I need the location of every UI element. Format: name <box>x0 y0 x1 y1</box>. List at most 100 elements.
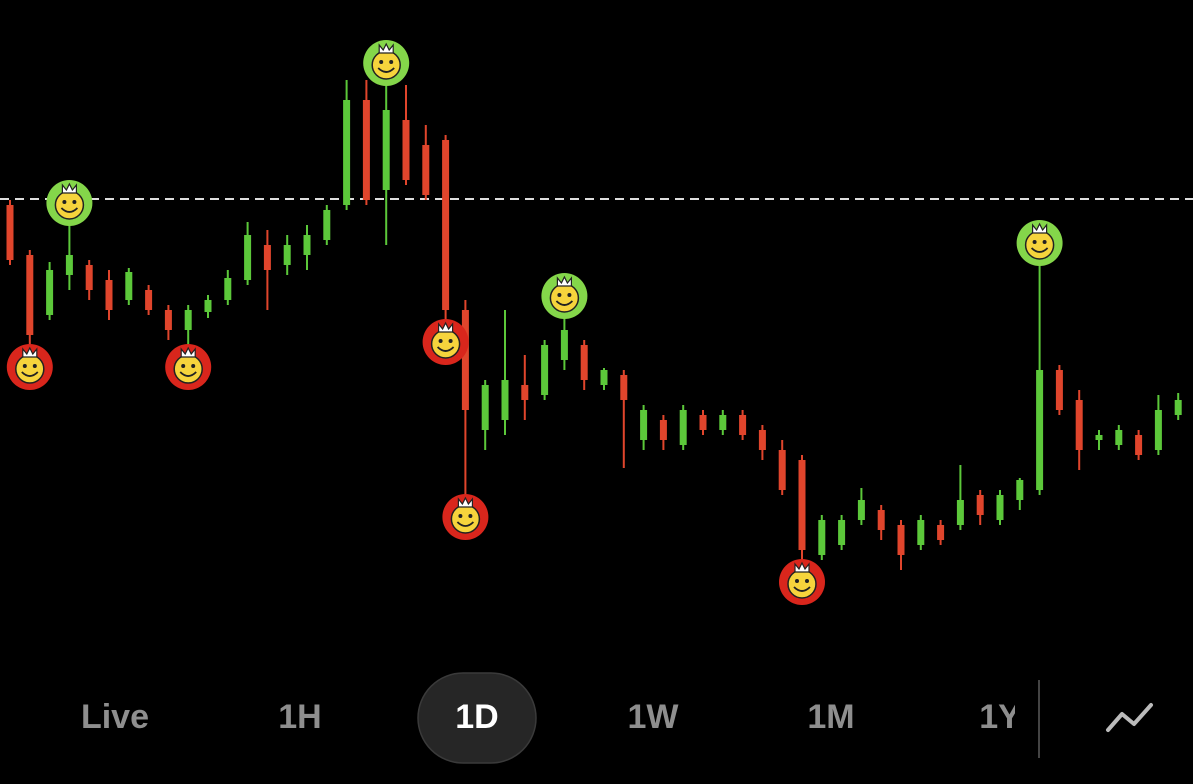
marker-crown <box>378 42 394 54</box>
marker-crown <box>180 346 196 358</box>
candle-body <box>1016 480 1024 500</box>
range-tab[interactable]: Live <box>81 698 149 736</box>
range-tab[interactable]: 1W <box>628 698 680 736</box>
range-tab[interactable]: 1M <box>807 698 854 736</box>
candle-body <box>560 330 568 360</box>
marker-face <box>450 504 481 534</box>
candle-body <box>857 500 865 520</box>
marker-eye <box>795 579 799 583</box>
event-marker[interactable] <box>422 319 469 365</box>
marker-face <box>173 354 203 384</box>
candle-body <box>461 310 469 410</box>
marker-eye <box>1042 240 1047 244</box>
marker-smile <box>555 300 574 306</box>
candle-body <box>1036 370 1044 490</box>
candle-body <box>263 245 271 270</box>
candle-body <box>481 385 489 430</box>
event-marker[interactable] <box>1016 220 1063 266</box>
marker-eye <box>22 364 27 368</box>
candle-body <box>1075 400 1083 450</box>
candle-body <box>1154 410 1162 450</box>
candle-body <box>224 278 232 300</box>
marker-face <box>787 569 817 599</box>
event-marker[interactable] <box>165 344 212 390</box>
candle-body <box>6 205 14 260</box>
marker-crown <box>438 321 454 333</box>
marker-smile <box>1030 247 1049 253</box>
marker-face <box>371 50 401 80</box>
event-marker[interactable] <box>442 494 489 540</box>
candle-body <box>838 520 846 545</box>
candle-body <box>541 345 549 395</box>
marker-smile <box>60 207 79 213</box>
candle-body <box>640 410 648 440</box>
marker-smile <box>21 371 39 377</box>
marker-crown <box>556 275 573 287</box>
line-chart-toggle[interactable] <box>1106 703 1153 732</box>
event-marker[interactable] <box>541 273 588 319</box>
marker-face <box>1024 230 1055 260</box>
candle-body <box>244 235 252 280</box>
candle-body <box>818 520 826 555</box>
marker-smile <box>456 521 475 527</box>
candle-body <box>659 420 667 440</box>
event-marker[interactable] <box>363 40 410 86</box>
candle-body <box>65 255 73 275</box>
event-marker[interactable] <box>779 559 825 605</box>
candle-body <box>1135 435 1143 455</box>
marker-crown <box>1031 222 1048 234</box>
marker-eye <box>389 60 394 64</box>
marker-eye <box>1032 240 1037 244</box>
range-tabs: Live 1H 1D 1W 1M 1Y <box>81 672 1021 764</box>
range-tab[interactable]: 1Y <box>979 698 1021 736</box>
marker-eye <box>438 339 443 343</box>
candle-body <box>996 495 1004 520</box>
candle-body <box>442 140 450 310</box>
candle-body <box>739 415 747 435</box>
marker-smile <box>436 346 455 352</box>
candle-body <box>164 310 172 330</box>
candle-body <box>105 280 113 310</box>
candle-body <box>956 500 964 525</box>
marker-eye <box>32 364 37 368</box>
candle-body <box>778 450 786 490</box>
candle-body <box>897 525 905 555</box>
marker-eye <box>805 579 809 583</box>
candle-body <box>600 370 608 385</box>
candle-body <box>85 265 93 290</box>
event-marker[interactable] <box>46 180 93 226</box>
marker-eye <box>448 339 453 343</box>
marker-crown <box>61 182 78 194</box>
marker-crown <box>22 346 38 358</box>
marker-eye <box>72 200 77 204</box>
candle-body <box>699 415 707 430</box>
candle-body <box>1055 370 1063 410</box>
candle-body <box>362 100 370 200</box>
candle-body <box>758 430 766 450</box>
candle-body <box>382 110 390 190</box>
marker-eye <box>557 293 562 297</box>
candle-body <box>1115 430 1123 445</box>
marker-eye <box>62 200 67 204</box>
candle-body <box>580 345 588 380</box>
candle-body <box>620 375 628 400</box>
candle-body <box>501 380 509 420</box>
candle-body <box>521 385 529 400</box>
range-tab[interactable]: 1D <box>455 698 498 736</box>
candle-body <box>1095 435 1103 440</box>
candle-body <box>46 270 54 315</box>
candle-body <box>145 290 153 310</box>
marker-face <box>54 190 85 220</box>
candle-body <box>877 510 885 530</box>
candle-body <box>422 145 430 195</box>
marker-crown <box>794 561 810 573</box>
event-marker[interactable] <box>6 344 53 390</box>
marker-eye <box>458 514 463 518</box>
selected-tab-pill <box>417 672 537 764</box>
marker-face <box>15 354 45 384</box>
candle-body <box>204 300 212 312</box>
range-tab[interactable]: 1H <box>278 698 321 736</box>
candle-body <box>184 310 192 330</box>
